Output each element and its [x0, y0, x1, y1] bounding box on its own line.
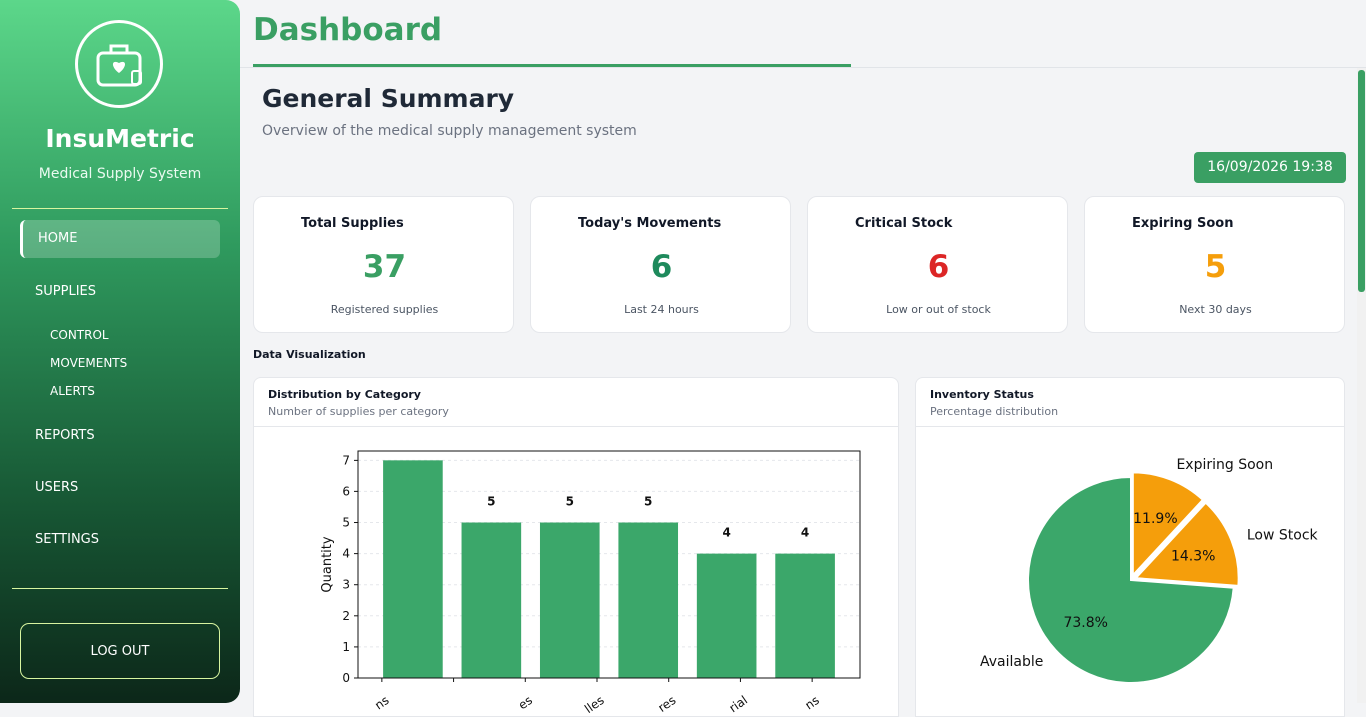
bar — [383, 460, 443, 678]
y-tick-label: 4 — [342, 547, 350, 561]
slice-label: Low Stock — [1247, 528, 1319, 544]
plot-frame — [357, 450, 861, 679]
sidebar-item-users[interactable]: USERS — [35, 480, 79, 495]
header-divider — [240, 67, 1366, 68]
card-title: Critical Stock — [855, 216, 953, 231]
sidebar-subitem-control[interactable]: CONTROL — [50, 328, 109, 342]
medical-kit-icon — [96, 44, 142, 87]
pie-slice — [1131, 471, 1205, 578]
y-tick-label: 5 — [342, 516, 350, 530]
stat-card-total-supplies: Total Supplies 37 Registered supplies — [253, 196, 514, 333]
inventory-chart-panel: Inventory Status Percentage distribution… — [915, 377, 1345, 717]
card-value: 5 — [1204, 249, 1227, 285]
x-tick-label: lles — [582, 693, 607, 716]
x-tick-label: res — [655, 693, 678, 715]
pie-slice — [1027, 475, 1235, 684]
sidebar-divider — [12, 588, 228, 589]
slice-percent-label: 14.3% — [1171, 549, 1215, 565]
bar — [461, 522, 522, 678]
sidebar-subitem-movements[interactable]: MOVEMENTS — [50, 356, 128, 370]
y-tick-label: 7 — [342, 453, 350, 467]
brand-subtitle: Medical Supply System — [38, 166, 202, 182]
scrollbar-thumb[interactable] — [1358, 70, 1365, 292]
bar-value-label: 5 — [487, 494, 495, 508]
sidebar-item-home[interactable]: HOME — [20, 220, 220, 258]
slice-label: Available — [980, 654, 1043, 670]
slice-label: Expiring Soon — [1176, 457, 1273, 473]
bar-value-label: 5 — [566, 494, 574, 508]
bar-value-label: 4 — [722, 526, 730, 540]
sidebar-item-reports[interactable]: REPORTS — [35, 428, 95, 443]
panel-header: Inventory Status Percentage distribution — [916, 378, 1344, 427]
stat-card-expiring-soon: Expiring Soon 5 Next 30 days — [1084, 196, 1345, 333]
logo — [75, 20, 163, 108]
slice-percent-label: 11.9% — [1133, 511, 1177, 527]
title-underline — [253, 64, 851, 67]
sidebar-item-settings[interactable]: SETTINGS — [35, 532, 100, 547]
y-tick-label: 0 — [342, 671, 350, 685]
card-value: 37 — [362, 249, 407, 285]
y-tick-label: 2 — [342, 609, 350, 623]
panel-subtitle: Number of supplies per category — [268, 405, 449, 418]
card-note: Last 24 hours — [624, 303, 699, 316]
stat-card-critical-stock: Critical Stock 6 Low or out of stock — [807, 196, 1068, 333]
card-title: Total Supplies — [301, 216, 404, 231]
bar-value-label: 5 — [644, 494, 652, 508]
pie-chart: 11.9% Expiring Soon 14.3% Low Stock 73.8% Ava… — [980, 457, 1319, 684]
bar — [696, 553, 757, 678]
bar-value-label: 4 — [801, 526, 809, 540]
summary-title: General Summary — [262, 84, 515, 113]
bar — [775, 553, 835, 678]
sidebar-subitem-alerts[interactable]: ALERTS — [50, 384, 95, 398]
sidebar: InsuMetric Medical Supply System HOME SU… — [0, 0, 240, 703]
panel-title: Inventory Status — [930, 388, 1034, 401]
sidebar-item-supplies[interactable]: SUPPLIES — [35, 284, 96, 299]
stat-card-todays-movements: Today's Movements 6 Last 24 hours — [530, 196, 791, 333]
category-chart-panel: Distribution by Category Number of suppl… — [253, 377, 899, 717]
brand-name: InsuMetric — [45, 124, 195, 153]
bar — [618, 522, 679, 678]
sidebar-divider — [12, 208, 228, 209]
slice-percent-label: 73.8% — [1063, 615, 1107, 631]
card-value: 6 — [650, 249, 673, 285]
section-label: Data Visualization — [253, 348, 366, 361]
card-note: Next 30 days — [1179, 303, 1252, 316]
x-tick-label: rial — [727, 693, 751, 715]
panel-subtitle: Percentage distribution — [930, 405, 1059, 418]
panel-title: Distribution by Category — [268, 388, 421, 401]
card-title: Today's Movements — [578, 216, 722, 231]
y-tick-label: 3 — [342, 578, 350, 592]
datetime-badge: 16/09/2026 19:38 — [1194, 152, 1346, 183]
panel-header: Distribution by Category Number of suppl… — [254, 378, 898, 427]
bar — [539, 522, 600, 678]
page-scrollbar[interactable] — [1357, 68, 1366, 703]
logout-button[interactable]: LOG OUT — [20, 623, 220, 679]
card-note: Registered supplies — [330, 303, 439, 316]
page-title: Dashboard — [253, 12, 443, 48]
y-tick-label: 6 — [342, 484, 350, 498]
card-value: 6 — [927, 249, 950, 285]
y-axis-label: Quantity — [320, 536, 335, 592]
card-note: Low or out of stock — [886, 303, 991, 316]
y-tick-label: 1 — [342, 640, 350, 654]
pie-slice — [1133, 501, 1240, 588]
summary-subtitle: Overview of the medical supply managemen… — [262, 123, 637, 139]
card-title: Expiring Soon — [1132, 216, 1234, 231]
